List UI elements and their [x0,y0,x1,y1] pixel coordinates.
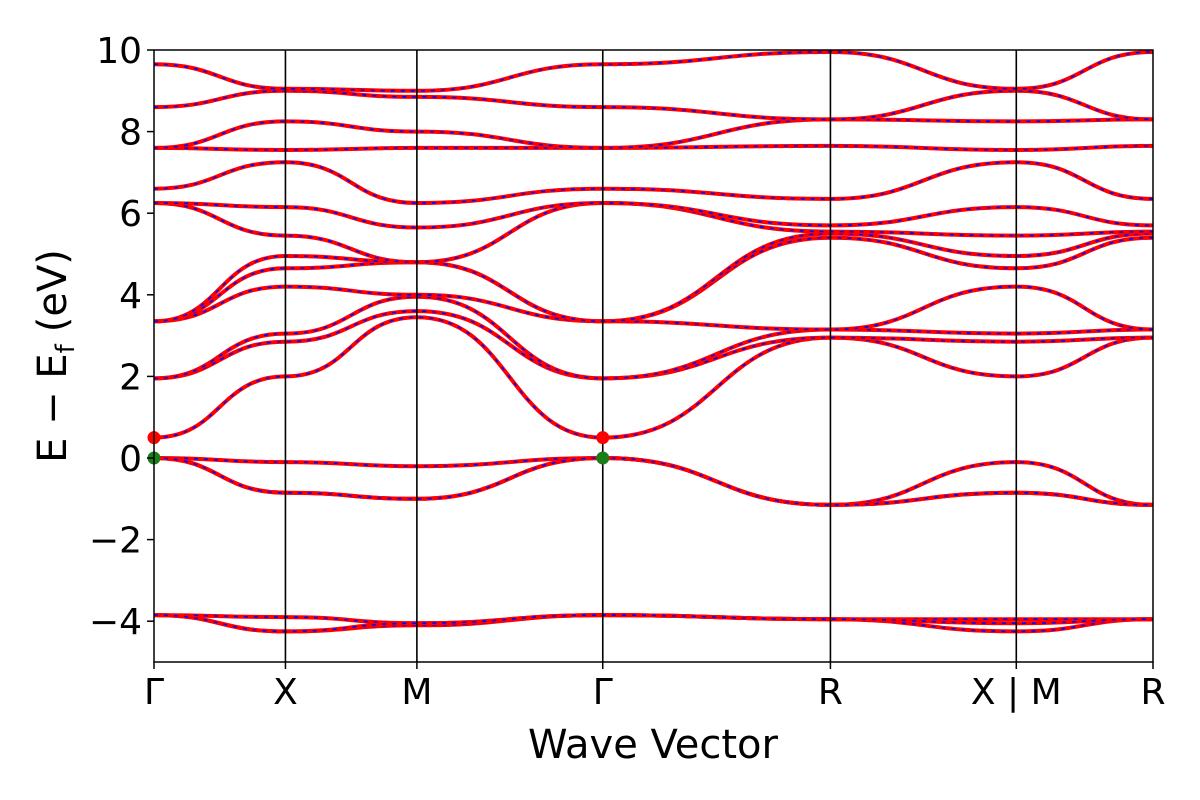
band-line-dashed-4 [154,457,1153,506]
band-line-dashed-8 [154,295,1153,380]
y-tick-label: 2 [119,357,142,398]
bands-layer [154,50,1153,634]
band-line-dashed-7 [154,310,1153,380]
y-tick-label: 6 [119,194,142,235]
x-tick-label: Γ [593,672,613,713]
band-line-dashed-10 [154,236,1153,323]
y-axis-label: E − Ef (eV) [30,249,81,463]
y-axis-label-unit: (eV) [30,249,76,332]
x-axis-label: Wave Vector [528,722,779,768]
band-line-4 [154,455,1153,507]
band-line-10 [154,235,1153,324]
band-line-9 [154,284,1153,332]
x-tick-label: X [273,672,298,713]
y-ticks: −4 −2 0 2 4 6 8 10 [89,31,154,643]
band-line-dashed-9 [154,285,1153,331]
x-tick-label: X | M [971,672,1062,713]
band-line-dashed-14 [154,161,1153,204]
x-ticks: Γ X M Γ R X | M R [144,662,1166,713]
band-line-11 [154,231,1153,324]
plot-frame [153,49,1154,663]
x-tick-label: R [818,672,843,713]
y-tick-label: 4 [119,276,142,317]
band-line-17 [154,88,1153,122]
x-tick-label: R [1140,672,1165,713]
band-line-dashed-13 [154,202,1153,229]
band-line-dashed-5 [154,457,1153,506]
y-tick-label: 10 [96,31,142,72]
x-tick-label: Γ [144,672,164,713]
band-line-12 [154,200,1153,265]
band-line-5 [154,455,1153,507]
band-line-dashed-11 [154,232,1153,323]
kpoint-lines [284,50,1018,662]
y-axis-label-sub: f [51,343,81,353]
x-tick-label: M [401,672,432,713]
y-axis-label-main: E − E [30,353,76,463]
band-line-dashed-3 [154,457,1153,506]
band-line-16 [154,117,1153,150]
marker-vbm-3 [596,451,610,465]
marker-cbm-2 [596,431,610,445]
y-tick-label: 0 [119,439,142,480]
band-line-dashed-12 [154,202,1153,264]
band-line-13 [154,200,1153,230]
band-line-dashed-16 [154,118,1153,149]
band-line-18 [154,50,1153,93]
band-line-8 [154,294,1153,381]
y-tick-label: 8 [119,113,142,154]
band-line-3 [154,455,1153,507]
band-line-dashed-18 [154,51,1153,92]
y-tick-label: −4 [89,602,142,643]
band-line-dashed-17 [154,89,1153,121]
y-tick-label: −2 [89,521,142,562]
band-line-14 [154,160,1153,206]
